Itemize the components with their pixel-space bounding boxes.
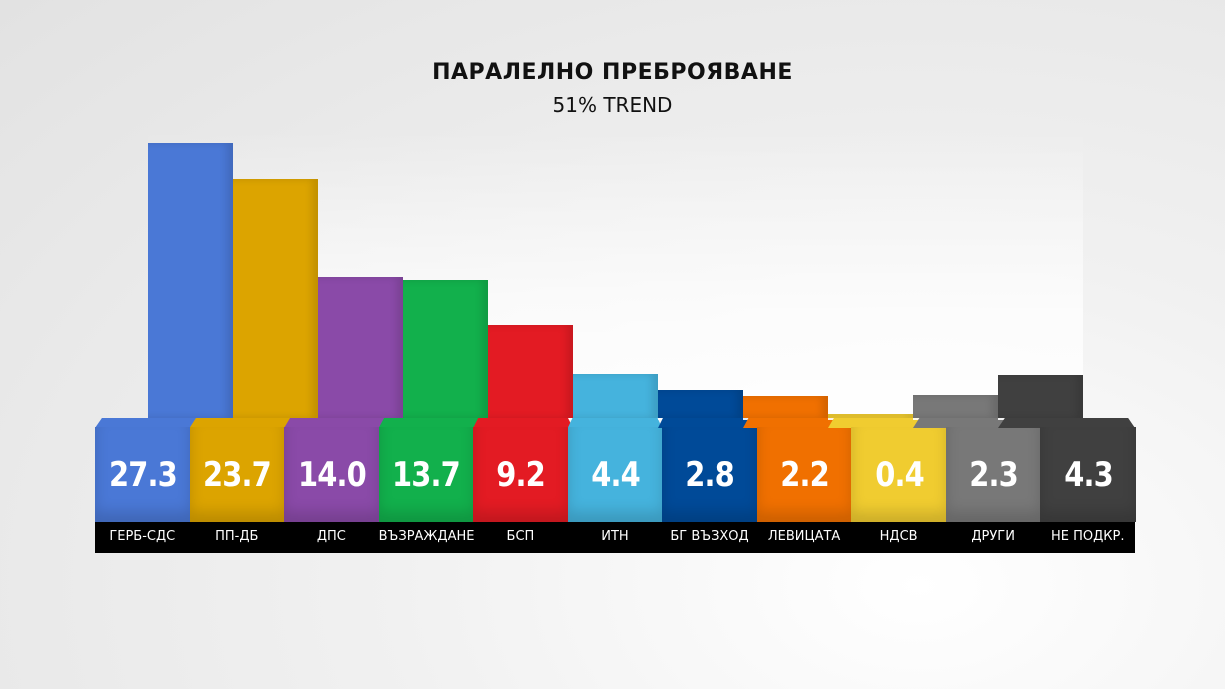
bar-connector: [998, 418, 1135, 428]
bar-background: [743, 130, 828, 420]
value-label: 9.2: [473, 427, 569, 522]
value-label: 4.3: [1040, 427, 1136, 522]
bar-connector: [284, 418, 403, 428]
value-label: 13.7: [378, 427, 475, 522]
bar-background: [998, 130, 1083, 420]
bar: [573, 373, 658, 418]
value-label: 23.7: [189, 427, 286, 522]
bar-connector: [378, 418, 488, 428]
bar: [318, 277, 403, 418]
value-label: 2.2: [756, 427, 853, 522]
chart-title: ПАРАЛЕЛНО ПРЕБРОЯВАНЕ: [432, 60, 793, 85]
value-text: 27.3: [108, 454, 178, 495]
category-label: ДРУГИ: [971, 529, 1015, 544]
value-text: 9.2: [496, 454, 547, 495]
bar-connector: [828, 418, 946, 428]
category-label: ИТН: [601, 529, 629, 544]
category-label: НДСВ: [879, 529, 918, 544]
bar-connector: [189, 418, 318, 428]
value-label: 27.3: [95, 427, 191, 522]
value-text: 2.3: [969, 454, 1019, 495]
bar-connector: [473, 418, 573, 428]
value-label: 4.4: [567, 427, 664, 522]
bar: [488, 325, 573, 418]
bar: [828, 413, 913, 418]
bar: [998, 374, 1083, 418]
value-label: 0.4: [851, 427, 947, 522]
value-text: 4.4: [591, 454, 641, 495]
label-strip: [95, 521, 1135, 553]
category-label: ЛЕВИЦАТА: [767, 529, 841, 544]
category-label: БСП: [506, 529, 535, 544]
category-label: ДПС: [316, 529, 346, 544]
bar-connector: [567, 418, 663, 428]
value-text: 4.3: [1063, 454, 1114, 495]
value-text: 13.7: [392, 454, 461, 495]
category-label: ВЪЗРАЖДАНЕ: [378, 529, 475, 544]
bar-connector: [95, 418, 233, 428]
value-text: 0.4: [874, 454, 925, 495]
chart-subtitle: 51% TREND: [552, 93, 673, 117]
bar: [913, 394, 998, 418]
value-text: 2.8: [685, 454, 736, 495]
bar-connector: [743, 418, 852, 428]
bar: [403, 280, 488, 418]
bar-background: [828, 130, 913, 420]
bar-background: [573, 130, 658, 420]
category-label: ПП-ДБ: [215, 529, 259, 544]
bar: [658, 389, 743, 418]
value-text: 2.2: [780, 454, 830, 495]
value-label: 14.0: [284, 427, 380, 522]
bar-connector: [658, 418, 757, 428]
value-text: 14.0: [297, 454, 367, 495]
bar: [743, 395, 828, 418]
category-label: ГЕРБ-СДС: [109, 529, 176, 544]
bar-background: [913, 130, 998, 420]
bar-connector: [913, 418, 1041, 428]
category-label: НЕ ПОДКР.: [1050, 529, 1125, 544]
bar: [148, 143, 233, 418]
value-label: 2.8: [662, 427, 758, 522]
value-label: 2.3: [945, 427, 1042, 522]
bar: [233, 179, 318, 418]
bar-background: [658, 130, 743, 420]
value-text: 23.7: [203, 454, 272, 495]
category-label: БГ ВЪЗХОД: [670, 529, 749, 544]
